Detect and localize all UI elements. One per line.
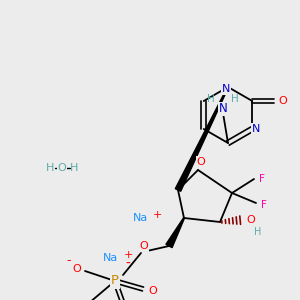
Text: -: - — [67, 254, 71, 268]
Text: O: O — [58, 163, 66, 173]
Text: Na: Na — [132, 213, 148, 223]
Text: Na: Na — [102, 253, 118, 263]
Text: H: H — [231, 94, 239, 104]
Text: O: O — [247, 215, 255, 225]
Text: H: H — [46, 163, 54, 173]
Text: H: H — [70, 163, 78, 173]
Text: P: P — [111, 274, 119, 287]
Text: N: N — [222, 84, 230, 94]
Text: +: + — [152, 210, 162, 220]
Text: N: N — [252, 124, 260, 134]
Text: F: F — [259, 174, 265, 184]
Text: F: F — [261, 200, 267, 210]
Text: N: N — [219, 103, 227, 116]
Text: H: H — [207, 94, 215, 104]
Text: O: O — [140, 241, 148, 251]
Text: O: O — [148, 286, 158, 296]
Text: -: - — [126, 257, 130, 271]
Polygon shape — [166, 218, 184, 248]
Text: O: O — [196, 157, 206, 167]
Text: -: - — [70, 298, 74, 300]
Text: +: + — [123, 250, 133, 260]
Text: H: H — [254, 227, 262, 237]
Text: O: O — [73, 264, 81, 274]
Polygon shape — [175, 87, 228, 191]
Text: O: O — [279, 96, 288, 106]
